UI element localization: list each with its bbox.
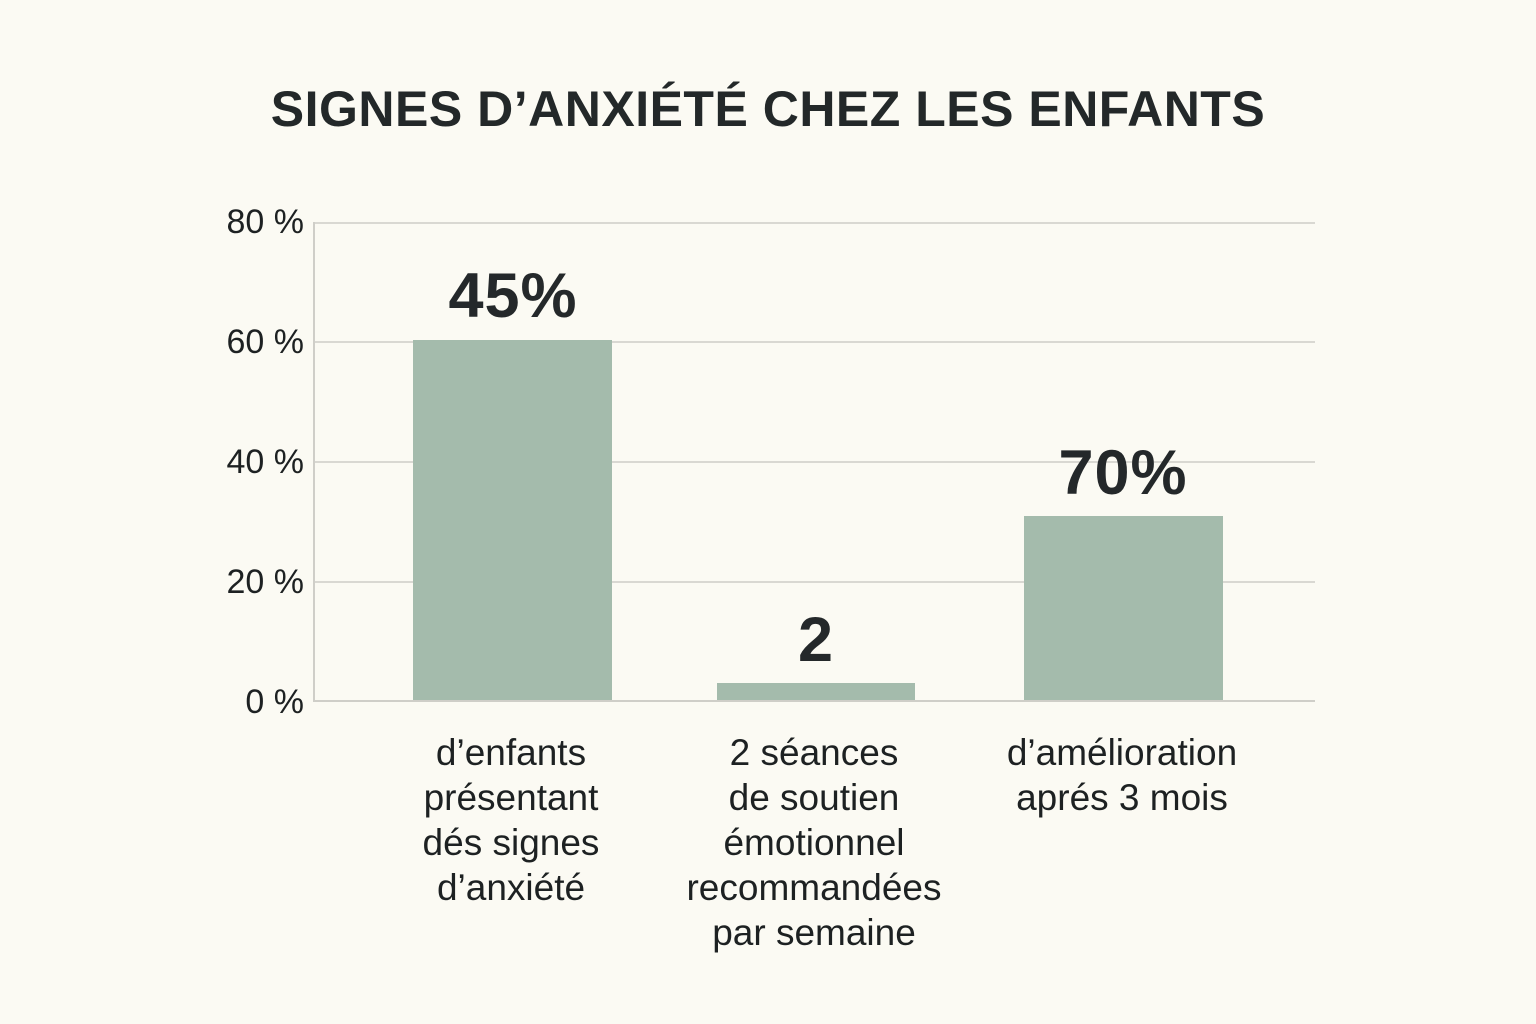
bar-value-label-2: 2 [797, 604, 835, 675]
bar-caption-2: 2 séances de soutien émotionnel recomman… [624, 730, 1004, 955]
gridline-60 [315, 341, 1315, 343]
caption-line: d’enfants [435, 732, 587, 773]
bar-value-label-1: 45% [448, 261, 578, 332]
caption-line: recommandées [686, 867, 942, 908]
y-axis-tick-60: 60 % [226, 323, 305, 361]
bar-caption-3: d’amélioration aprés 3 mois [932, 730, 1312, 820]
caption-line: émotionnel [723, 822, 905, 863]
caption-line: par semaine [712, 912, 916, 953]
caption-line: dés signes [422, 822, 600, 863]
caption-line: de soutien [728, 777, 900, 818]
bar-1 [413, 339, 612, 700]
gridline-20 [315, 581, 1315, 583]
bar-value-label-3: 70% [1058, 437, 1188, 508]
bar-3 [1024, 515, 1223, 700]
chart-title: SIGNES D’ANXIÉTÉ CHEZ LES ENFANTS [270, 81, 1266, 137]
bar-2 [717, 683, 915, 700]
y-axis-tick-40: 40 % [226, 443, 305, 481]
caption-line: aprés 3 mois [1016, 777, 1228, 818]
bar-caption-1: d’enfants présentant dés signes d’anxiét… [321, 730, 701, 910]
gridline-80 [315, 222, 1315, 224]
caption-line: d’anxiété [436, 867, 586, 908]
y-axis-tick-20: 20 % [226, 563, 305, 601]
gridline-40 [315, 461, 1315, 463]
caption-line: présentant [423, 777, 599, 818]
y-axis-tick-0: 0 % [245, 683, 304, 721]
caption-line: 2 séances [729, 732, 899, 773]
caption-line: d’amélioration [1006, 732, 1238, 773]
y-axis-tick-80: 80 % [226, 203, 305, 241]
plot-area: 45% 2 70% [313, 222, 1315, 702]
